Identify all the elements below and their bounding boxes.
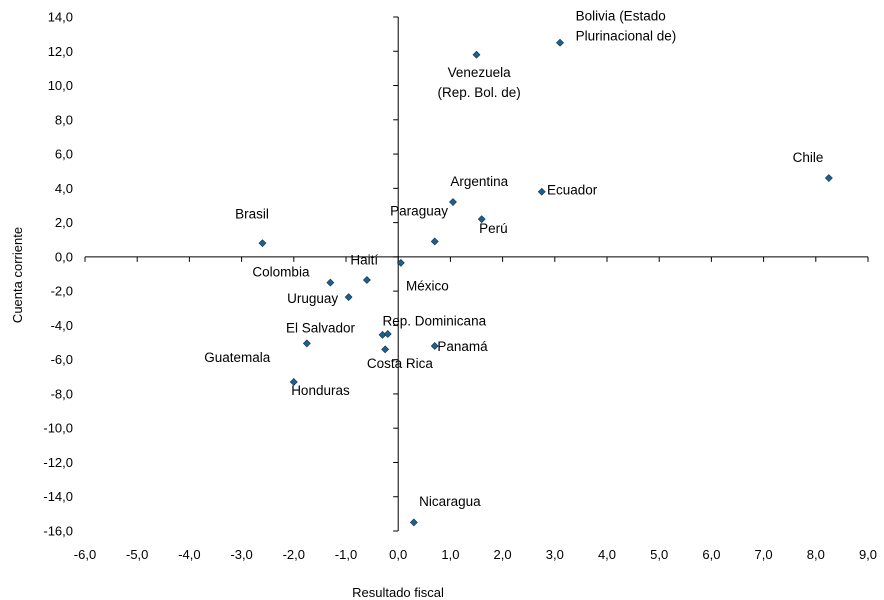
- point-label: Haití: [350, 253, 378, 268]
- y-tick-label: 12,0: [48, 44, 73, 59]
- data-point: [537, 187, 546, 196]
- point-label: Brasil: [235, 206, 269, 221]
- data-point: [449, 198, 457, 206]
- point-label: Ecuador: [547, 182, 598, 197]
- point-label: Rep. Dominicana: [383, 313, 487, 328]
- x-tick-label: -3,0: [230, 547, 252, 562]
- data-point: [302, 339, 311, 348]
- x-tick-label: -1,0: [335, 547, 357, 562]
- data-point: [430, 342, 439, 350]
- x-tick-label: 5,0: [650, 547, 668, 562]
- data-point: [326, 278, 335, 287]
- data-point: [396, 258, 405, 267]
- y-tick-label: -16,0: [43, 524, 73, 539]
- y-tick-label: -14,0: [43, 489, 73, 504]
- y-tick-label: 14,0: [48, 10, 73, 25]
- y-tick-label: -8,0: [51, 386, 73, 401]
- x-tick-label: 8,0: [807, 547, 825, 562]
- data-point: [258, 239, 267, 248]
- point-label: Argentina: [450, 174, 508, 189]
- x-tick-label: 9,0: [859, 547, 877, 562]
- point-label: Venezuela (Rep. Bol. de): [437, 65, 520, 100]
- y-tick-label: 2,0: [55, 215, 73, 230]
- axes: -6,0 -5,0 -4,0 -3,0 -2,0 -1,0 0,0 1,0 2,0 3,0 4,0 5…: [43, 10, 877, 563]
- point-label: Perú: [479, 221, 508, 236]
- x-tick-label: 1,0: [441, 547, 459, 562]
- data-points: Bolivia (Estado Plurinacional de) Venezuel…: [204, 8, 833, 527]
- point-label: Chile: [793, 150, 824, 165]
- point-label: Guatemala: [204, 350, 271, 365]
- data-point: [556, 38, 564, 47]
- data-point: [381, 345, 390, 354]
- x-axis-title: Resultado fiscal: [352, 585, 444, 600]
- data-point: [472, 50, 481, 59]
- x-tick-label: 0,0: [389, 547, 407, 562]
- y-tick-label: 0,0: [55, 249, 73, 264]
- y-tick-label: -10,0: [43, 421, 73, 436]
- point-label: Honduras: [291, 383, 350, 398]
- data-point: [824, 174, 833, 182]
- x-tick-label: -2,0: [283, 547, 305, 562]
- data-point: [383, 330, 392, 338]
- y-tick-label: 10,0: [48, 78, 73, 93]
- data-point: [344, 293, 353, 302]
- y-tick-label: -2,0: [51, 284, 73, 299]
- x-tick-label: -6,0: [74, 547, 96, 562]
- data-point: [289, 378, 298, 386]
- y-tick-label: -12,0: [43, 455, 73, 470]
- x-tick-label: 3,0: [546, 547, 564, 562]
- point-label: México: [406, 278, 449, 293]
- point-label: Colombia: [252, 265, 310, 280]
- point-label: Costa Rica: [367, 356, 434, 371]
- data-point: [477, 215, 486, 224]
- data-point: [362, 276, 371, 284]
- point-label: Bolivia (Estado Plurinacional de): [576, 8, 677, 43]
- y-tick-label: -6,0: [51, 352, 73, 367]
- point-label: Paraguay: [390, 204, 448, 219]
- x-tick-label: 7,0: [755, 547, 773, 562]
- y-tick-label: -4,0: [51, 318, 73, 333]
- x-tick-label: 4,0: [598, 547, 616, 562]
- y-tick-label: 8,0: [55, 112, 73, 127]
- data-point: [430, 237, 439, 246]
- data-point: [409, 518, 418, 527]
- x-tick-label: -5,0: [126, 547, 148, 562]
- point-label: El Salvador: [286, 320, 356, 335]
- x-tick-label: -4,0: [178, 547, 200, 562]
- point-label: Nicaragua: [419, 494, 481, 509]
- y-axis-title: Cuenta corriente: [10, 227, 25, 323]
- point-label: Uruguay: [287, 291, 338, 306]
- point-label: Panamá: [437, 339, 488, 354]
- x-tick-label: 6,0: [702, 547, 720, 562]
- y-tick-label: 6,0: [55, 147, 73, 162]
- y-tick-label: 4,0: [55, 181, 73, 196]
- x-tick-label: 2,0: [494, 547, 512, 562]
